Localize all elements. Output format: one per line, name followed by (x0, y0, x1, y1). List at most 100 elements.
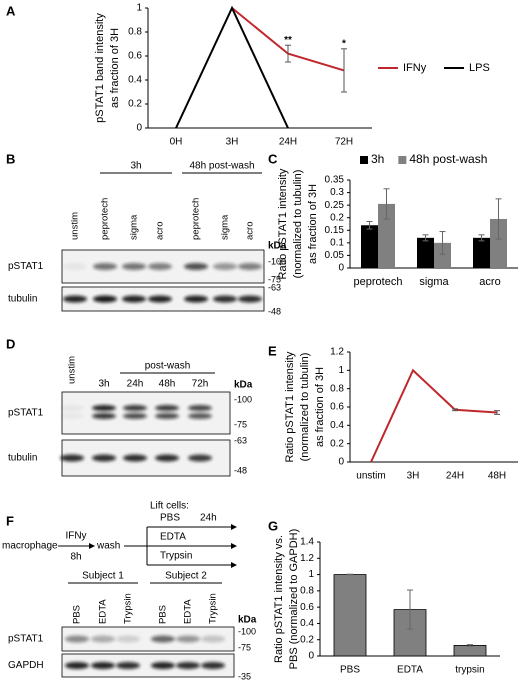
size-marker: -35 (238, 671, 251, 681)
size-marker: -100 (238, 626, 256, 636)
x-tick-label: 48H (488, 471, 506, 482)
blot-band (148, 295, 172, 303)
blot-band (123, 454, 147, 462)
y-axis-label: as fraction of 3H (314, 367, 326, 447)
blot-band (65, 635, 89, 643)
y-tick-label: 0 (136, 123, 142, 134)
lane-label: peprotech (100, 198, 111, 240)
blot-band (122, 263, 146, 270)
size-marker: -100 (234, 394, 252, 404)
blot-band (151, 662, 175, 669)
y-tick-label: 0.1 (330, 237, 344, 248)
y-tick-label: 0.15 (325, 225, 345, 236)
bar (361, 225, 378, 268)
y-axis-label: Ratio pSTAT1 intensity vs. (273, 535, 285, 663)
size-marker: -63 (268, 282, 281, 292)
y-tick-label: 0.4 (300, 618, 314, 629)
row-label: tubulin (8, 453, 37, 464)
y-tick-label: 0.8 (128, 27, 142, 38)
blot-band (176, 635, 200, 643)
blot-band (151, 635, 175, 643)
y-tick-label: 1.2 (330, 347, 344, 358)
panel-label: C (268, 151, 278, 166)
blot-band (148, 263, 172, 270)
lane-label: sigma (129, 214, 140, 240)
bar (434, 242, 451, 268)
bar (378, 203, 395, 268)
y-tick-label: 0.2 (300, 634, 314, 645)
lane-label: PBS (72, 605, 83, 624)
y-tick-label: 0.6 (300, 602, 314, 613)
blot-band (201, 662, 225, 669)
bar (333, 574, 367, 657)
y-tick-label: 1 (136, 3, 142, 14)
y-tick-label: 0.4 (128, 75, 142, 86)
lane-label: EDTA (183, 599, 194, 624)
x-tick-label: 24H (279, 137, 297, 148)
blot-band (176, 662, 200, 669)
lane-label: PBS (158, 605, 169, 624)
y-tick-label: 1 (338, 365, 344, 376)
row-label: GAPDH (8, 660, 44, 671)
lane-label: acro (155, 222, 166, 240)
y-axis-label: Ratio pSTAT1 intensity (284, 351, 296, 462)
lane-label: unstim (67, 356, 78, 384)
bar (417, 237, 434, 268)
group-label: Subject 1 (82, 571, 124, 582)
legend-label: 3h (371, 152, 384, 166)
panel-label: F (6, 513, 14, 528)
kda-unit: kDa (234, 380, 253, 391)
y-tick-label: 0 (338, 263, 344, 274)
row-label: pSTAT1 (8, 634, 44, 645)
size-marker: -63 (234, 435, 247, 445)
blot-band (60, 454, 84, 462)
x-tick-label: 24H (446, 471, 464, 482)
y-axis-label: pSTAT1 band intensity (94, 13, 106, 123)
blot-band (92, 454, 116, 462)
x-tick-label: unstim (356, 471, 385, 482)
blot-band (65, 662, 89, 669)
x-tick-label: acro (479, 276, 500, 288)
size-marker: -75 (268, 274, 281, 284)
y-axis-label: (normalized to tubulin) (292, 170, 304, 279)
blot-panel (61, 391, 231, 435)
panel-label: E (268, 343, 277, 358)
legend-label: 48h post-wash (409, 152, 487, 166)
panel-label: B (6, 151, 15, 166)
y-tick-label: 0.8 (330, 383, 344, 394)
blot-band (63, 295, 87, 303)
size-marker: -48 (268, 306, 281, 316)
blot-band (155, 405, 179, 411)
x-tick-label: 72H (335, 137, 353, 148)
lane-label: Trypsin (123, 593, 134, 624)
row-label: pSTAT1 (8, 261, 44, 272)
panel-label: G (268, 518, 278, 533)
lane-label: unstim (70, 212, 81, 240)
y-tick-label: 0 (308, 651, 314, 662)
y-tick-label: 0.6 (330, 402, 344, 413)
x-tick-label: sigma (419, 276, 449, 288)
y-tick-label: 0 (338, 457, 344, 468)
lane-label: Trypsin (208, 593, 219, 624)
blot-band (155, 413, 179, 419)
group-label: 3h (130, 161, 141, 172)
size-marker: -75 (234, 419, 247, 429)
lane-label: 24h (127, 379, 144, 390)
panel-label: D (6, 336, 15, 351)
group-label: post-wash (145, 361, 191, 372)
x-tick-label: peprotech (354, 276, 403, 288)
y-tick-label: 0.2 (330, 438, 344, 449)
kda-unit: kDa (268, 241, 287, 252)
line (175, 5, 289, 129)
blot-band (213, 295, 237, 303)
blot-band (60, 405, 84, 411)
y-tick-label: 0.2 (128, 99, 142, 110)
legend-swatch (360, 156, 368, 164)
blot-band (122, 295, 146, 303)
blot-band (116, 635, 140, 643)
x-tick-label: 3H (226, 137, 239, 148)
lane-label: sigma (220, 214, 231, 240)
size-marker: -48 (234, 465, 247, 475)
y-tick-label: 0.6 (128, 51, 142, 62)
